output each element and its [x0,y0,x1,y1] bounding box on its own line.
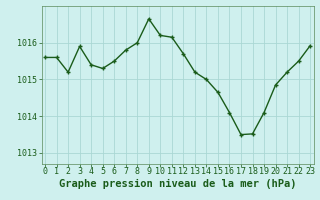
X-axis label: Graphe pression niveau de la mer (hPa): Graphe pression niveau de la mer (hPa) [59,179,296,189]
